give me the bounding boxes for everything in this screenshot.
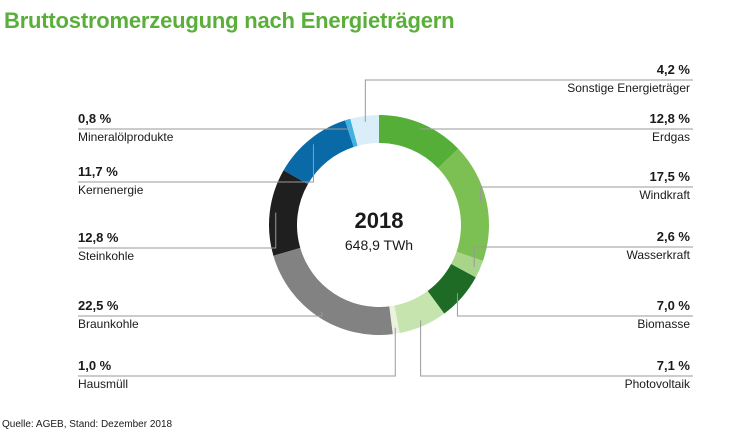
leader-lines	[78, 79, 693, 377]
leader-wasserkraft	[473, 246, 693, 267]
leader-braunkohle	[78, 311, 323, 317]
label-pct-biomasse: 7,0 %	[657, 298, 691, 313]
label-name-erdgas: Erdgas	[652, 130, 690, 144]
label-name-wasserkraft: Wasserkraft	[626, 248, 690, 262]
slice-sonstige-energietraeger	[350, 115, 379, 146]
label-pct-wasserkraft: 2,6 %	[657, 229, 691, 244]
label-name-sonstige-energietraeger: Sonstige Energieträger	[567, 81, 690, 95]
label-name-kernenergie: Kernenergie	[78, 183, 144, 197]
slice-biomasse	[427, 264, 476, 314]
label-pct-windkraft: 17,5 %	[650, 169, 691, 184]
label-pct-kernenergie: 11,7 %	[78, 164, 118, 179]
slice-mineraloelprodukte	[345, 118, 358, 148]
slice-steinkohle	[269, 170, 308, 256]
slice-braunkohle	[273, 247, 393, 335]
label-name-biomasse: Biomasse	[637, 317, 690, 331]
leader-sonstige-energietraeger	[364, 79, 693, 122]
leader-biomasse	[456, 293, 693, 317]
slice-windkraft	[438, 148, 489, 261]
center-year: 2018	[355, 208, 404, 233]
label-pct-mineraloelprodukte: 0,8 %	[78, 111, 112, 126]
label-pct-erdgas: 12,8 %	[650, 111, 691, 126]
donut-slices	[269, 115, 489, 335]
label-pct-hausmuell: 1,0 %	[78, 358, 112, 373]
leader-mineraloelprodukte	[78, 125, 350, 130]
slice-labels: 12,8 % Erdgas 17,5 % Windkraft 2,6 % Wasserkr…	[78, 62, 691, 391]
leader-steinkohle	[78, 212, 277, 249]
slice-wasserkraft	[451, 251, 483, 278]
label-pct-braunkohle: 22,5 %	[78, 298, 119, 313]
leader-windkraft	[480, 186, 693, 203]
leader-kernenergie	[78, 144, 314, 183]
leader-hausmuell	[78, 327, 396, 377]
chart-title: Bruttostromerzeugung nach Energieträgern	[4, 8, 455, 33]
label-pct-steinkohle: 12,8 %	[78, 230, 119, 245]
label-pct-sonstige-energietraeger: 4,2 %	[657, 62, 691, 77]
source-note: Quelle: AGEB, Stand: Dezember 2018	[2, 419, 173, 430]
label-pct-photovoltaik: 7,1 %	[657, 358, 691, 373]
slice-photovoltaik	[394, 291, 445, 334]
label-name-hausmuell: Hausmüll	[78, 377, 128, 391]
slice-hausmuell	[389, 305, 400, 335]
center-total: 648,9 TWh	[345, 237, 413, 253]
leader-photovoltaik	[420, 320, 693, 377]
slice-erdgas	[379, 115, 459, 169]
slice-kernenergie	[283, 120, 354, 185]
label-name-braunkohle: Braunkohle	[78, 317, 139, 331]
label-name-photovoltaik: Photovoltaik	[625, 377, 691, 391]
label-name-windkraft: Windkraft	[639, 188, 690, 202]
label-name-steinkohle: Steinkohle	[78, 249, 134, 263]
label-name-mineraloelprodukte: Mineralölprodukte	[78, 130, 174, 144]
